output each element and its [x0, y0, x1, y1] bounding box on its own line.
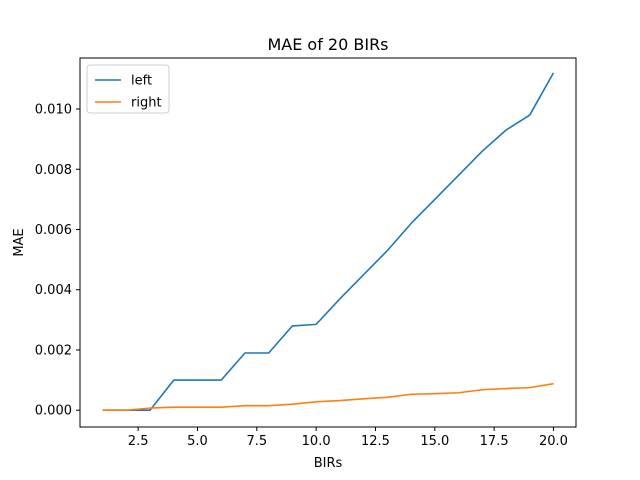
y-tick-label: 0.004	[35, 283, 72, 298]
series-line-right	[102, 382, 554, 412]
legend-label-left: left	[131, 74, 152, 89]
plot-frame	[79, 57, 577, 428]
x-tick-label: 15.0	[420, 434, 449, 449]
y-tick-label: 0.010	[35, 103, 72, 118]
y-tick-label: 0.000	[35, 404, 72, 419]
legend-box	[86, 64, 170, 114]
x-tick-label: 17.5	[480, 434, 509, 449]
x-tick-label: 20.0	[539, 434, 568, 449]
y-axis-label: MAE	[12, 228, 27, 256]
x-tick-label: 2.5	[128, 434, 149, 449]
x-tick-label: 10.0	[302, 434, 331, 449]
x-axis-label: BIRs	[314, 456, 343, 471]
chart-title: MAE of 20 BIRs	[267, 35, 388, 54]
y-tick-label: 0.002	[35, 343, 72, 358]
y-tick-label: 0.008	[35, 163, 72, 178]
legend: left right	[86, 64, 170, 114]
series-line-left	[102, 72, 555, 412]
x-tick-label: 7.5	[246, 434, 267, 449]
y-axis-ticks: 0.000 0.002 0.004 0.006 0.008 0.010	[35, 103, 80, 419]
x-axis-ticks: 2.5 5.0 7.5 10.0 12.5 15.0 17.5 20.0	[128, 427, 568, 449]
series-lines	[102, 72, 555, 412]
x-tick-label: 5.0	[187, 434, 208, 449]
plot-area: 2.5 5.0 7.5 10.0 12.5 15.0 17.5 20.0 0.000 0.002…	[35, 57, 577, 449]
y-tick-label: 0.006	[35, 223, 72, 238]
x-tick-label: 12.5	[361, 434, 390, 449]
legend-label-right: right	[131, 96, 162, 111]
